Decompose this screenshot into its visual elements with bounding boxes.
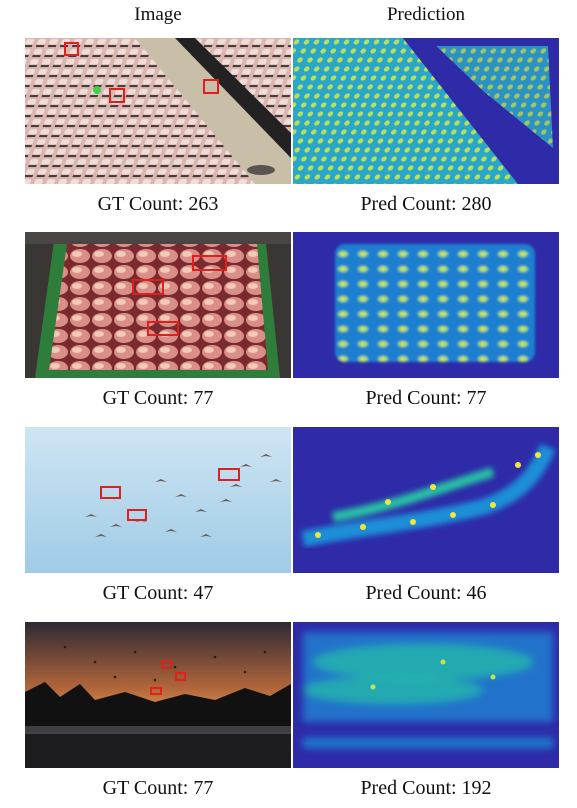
- column-header-image: Image: [25, 4, 291, 26]
- density-map-birds-sky: [293, 427, 559, 573]
- gt-count-caption-row2: GT Count: 77: [25, 387, 291, 410]
- gt-count-caption-row4: GT Count: 77: [25, 777, 291, 800]
- column-header-prediction: Prediction: [293, 4, 559, 26]
- density-map-stadium-seats: [293, 38, 559, 184]
- gt-count-caption-row3: GT Count: 47: [25, 582, 291, 605]
- input-image-peach-crate: [25, 232, 291, 378]
- pred-count-caption-row1: Pred Count: 280: [293, 193, 559, 216]
- density-map-birds-sunset: [293, 622, 559, 768]
- input-image-birds-sky: [25, 427, 291, 573]
- pred-count-caption-row2: Pred Count: 77: [293, 387, 559, 410]
- input-image-birds-sunset: [25, 622, 291, 768]
- density-map-peach-crate: [293, 232, 559, 378]
- pred-count-caption-row3: Pred Count: 46: [293, 582, 559, 605]
- pred-count-caption-row4: Pred Count: 192: [293, 777, 559, 800]
- input-image-stadium-seats: [25, 38, 291, 184]
- gt-count-caption-row1: GT Count: 263: [25, 193, 291, 216]
